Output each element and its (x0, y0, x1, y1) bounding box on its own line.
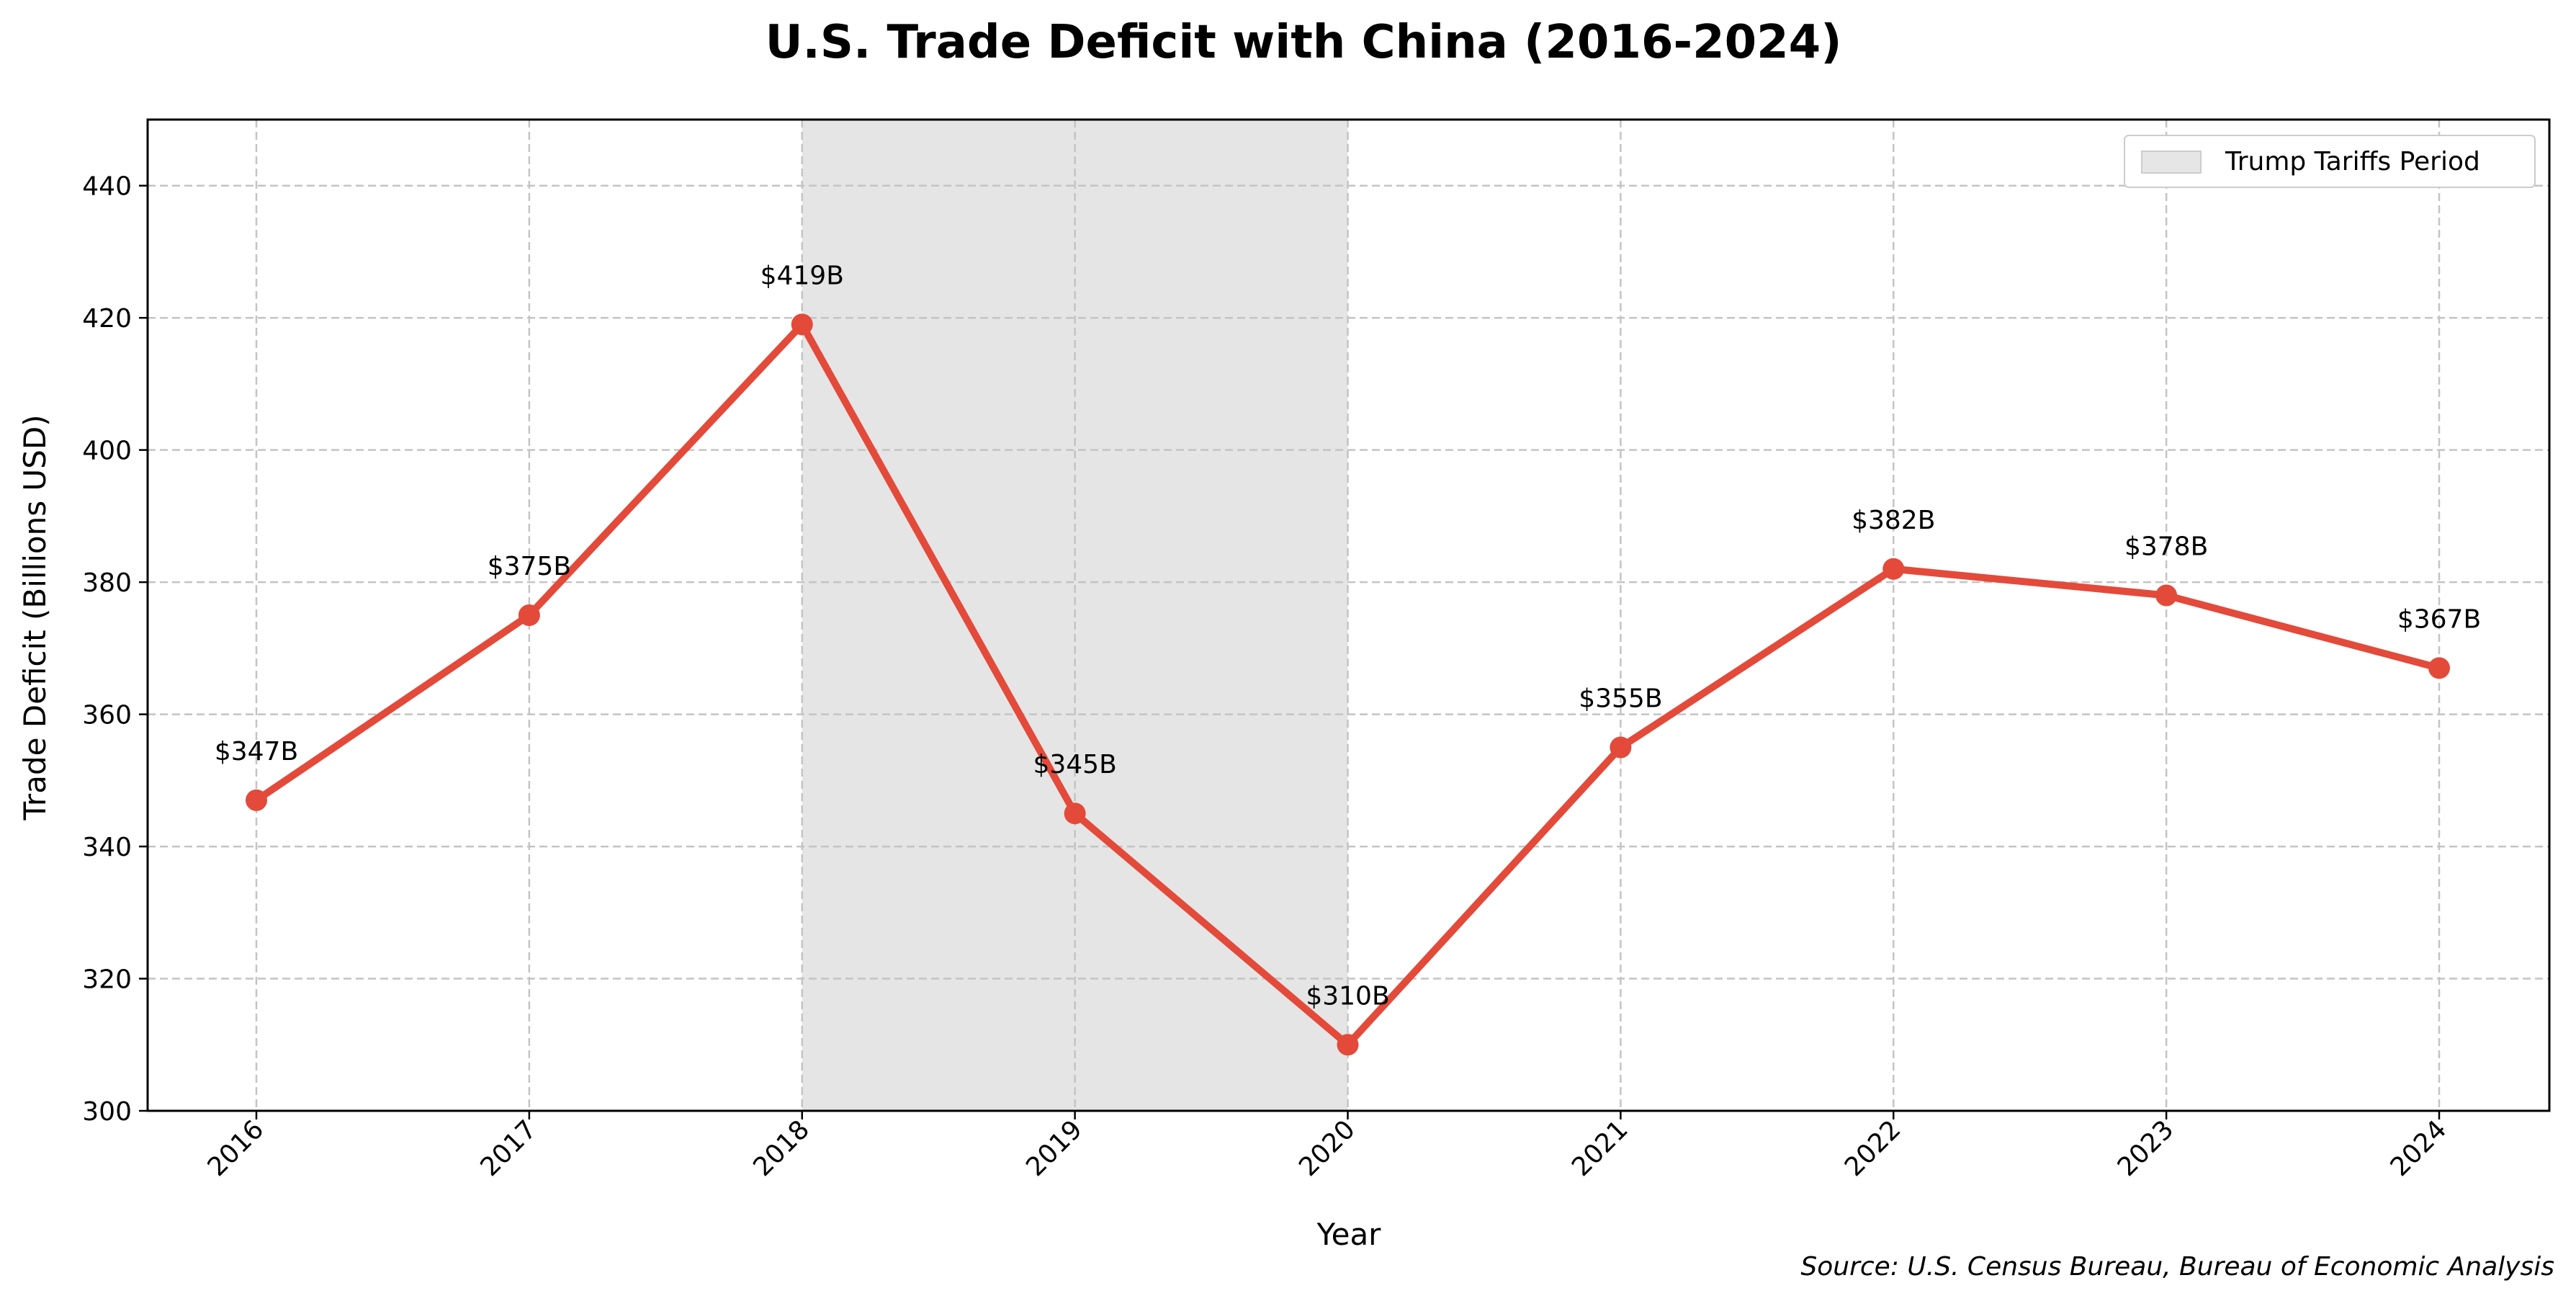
x-tick-label: 2024 (2385, 1114, 2453, 1182)
plot-area: 300 320 340 360 380 400 420 440 2016 2017 2018 2019… (82, 118, 2551, 1182)
data-label: $347B (215, 737, 298, 766)
x-tick-label: 2019 (1020, 1114, 1088, 1182)
y-tick-label: 340 (82, 833, 132, 862)
y-tick-label: 320 (82, 965, 132, 995)
data-label: $378B (2124, 532, 2208, 561)
x-tick-label: 2021 (1566, 1114, 1634, 1182)
data-label: $310B (1306, 981, 1389, 1011)
data-point (1882, 558, 1905, 580)
legend-box (2124, 135, 2536, 188)
data-point (518, 604, 540, 626)
y-tick-label: 300 (82, 1097, 132, 1127)
x-axis-label: Year (1316, 1217, 1382, 1252)
y-tick-label: 380 (82, 568, 132, 598)
data-label: $375B (488, 552, 571, 581)
x-tick-label: 2016 (202, 1114, 270, 1182)
x-tick-label: 2020 (1293, 1114, 1361, 1182)
legend: Trump Tariffs Period (2124, 135, 2536, 188)
chart-title: U.S. Trade Deficit with China (2016-2024… (766, 16, 1842, 69)
data-point (791, 313, 813, 336)
data-label: $355B (1579, 684, 1662, 713)
data-point (246, 789, 267, 811)
x-tick-label: 2022 (1839, 1114, 1907, 1182)
legend-label-tariffs: Trump Tariffs Period (2225, 147, 2480, 176)
data-label: $345B (1033, 750, 1116, 779)
y-tick-label: 400 (82, 437, 132, 466)
data-label: $367B (2397, 604, 2481, 634)
y-tick-label: 420 (82, 304, 132, 334)
source-note: Source: U.S. Census Bureau, Bureau of Ec… (1800, 1252, 2554, 1282)
x-tick-label: 2017 (475, 1114, 542, 1182)
x-tick-label: 2023 (2112, 1114, 2180, 1182)
data-point (1337, 1034, 1359, 1056)
data-point (2428, 657, 2450, 679)
data-label: $419B (760, 261, 844, 290)
y-tick-label: 440 (82, 172, 132, 202)
y-axis-label: Trade Deficit (Billions USD) (17, 414, 53, 821)
y-tick-label: 360 (82, 701, 132, 730)
x-tick-label: 2018 (748, 1114, 815, 1182)
legend-swatch-tariffs (2141, 151, 2202, 174)
data-point (1610, 736, 1632, 759)
data-label: $382B (1852, 506, 1935, 535)
data-point (2155, 584, 2178, 607)
data-point (1064, 802, 1086, 825)
